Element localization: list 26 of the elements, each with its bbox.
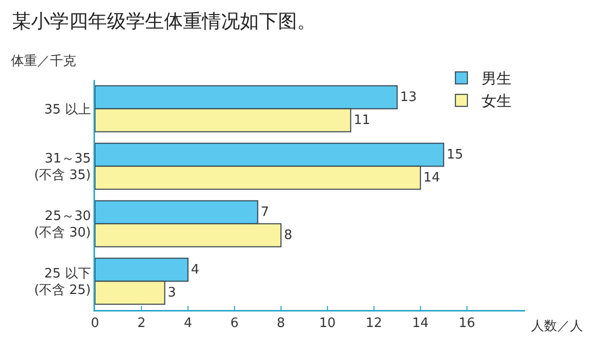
- data-label: 7: [260, 204, 269, 220]
- data-label: 11: [354, 112, 370, 128]
- x-tick-label: 8: [276, 316, 286, 332]
- data-label: 14: [423, 170, 440, 186]
- x-tick-label: 16: [458, 316, 476, 332]
- x-tick-label: 6: [230, 316, 239, 332]
- y-tick-label: 31～35 (不含 35): [34, 151, 91, 184]
- x-tick-label: 10: [319, 316, 336, 332]
- y-tick-label: 35 以上: [44, 102, 91, 118]
- x-tick-label: 4: [184, 316, 192, 332]
- x-tick-label: 2: [137, 316, 146, 332]
- y-tick-label: 25～30 (不含 30): [34, 208, 91, 241]
- data-label: 3: [168, 285, 176, 300]
- data-label: 4: [190, 262, 200, 278]
- x-tick-label: 12: [366, 316, 382, 332]
- y-tick-label: 25 以下 (不含 25): [34, 266, 91, 298]
- y-axis-title: 体重／千克: [11, 54, 76, 69]
- data-label: 13: [400, 90, 417, 105]
- data-label: 8: [284, 228, 292, 243]
- x-axis-title: 人数／人: [531, 319, 583, 334]
- legend-label: 男生: [481, 70, 512, 88]
- legend-label: 女生: [481, 92, 512, 110]
- x-tick-label: 14: [412, 316, 429, 332]
- data-label: 15: [446, 147, 464, 162]
- x-tick-label: 0: [90, 316, 100, 332]
- chart-title: 某小学四年级学生体重情况如下图。: [12, 10, 316, 32]
